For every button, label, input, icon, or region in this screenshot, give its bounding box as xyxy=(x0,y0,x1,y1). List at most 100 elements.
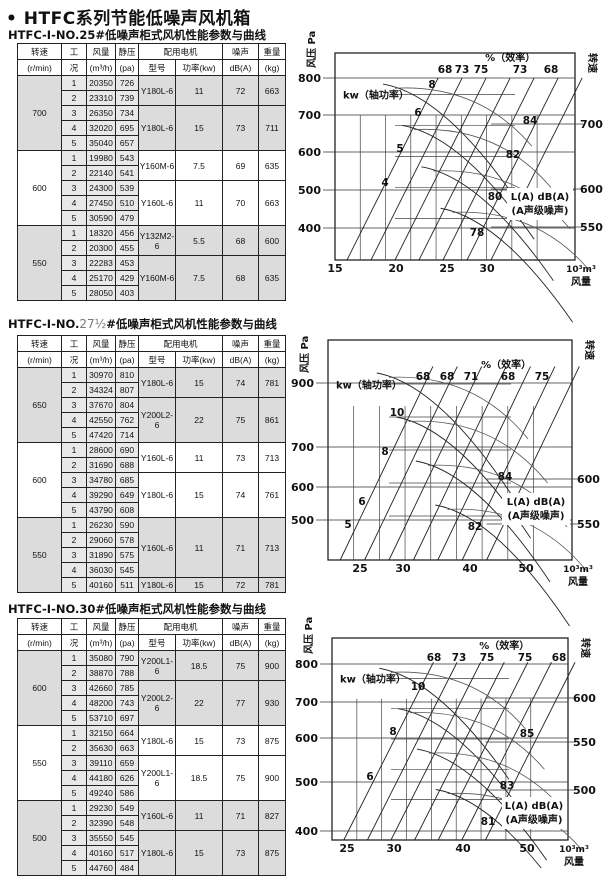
table-row: 600 1 28600 690 Y160L-6 11 73 713 xyxy=(17,442,287,518)
speed-cell: 550 xyxy=(17,225,62,301)
noise-cell: 77 xyxy=(222,680,260,726)
flow-cell: 24300 xyxy=(86,180,116,196)
case-cell: 5 xyxy=(61,285,87,301)
table-row: 5 47420 714 xyxy=(18,427,286,443)
efficiency-line xyxy=(339,366,434,561)
efficiency-line xyxy=(484,662,576,841)
table-row: 5 43790 608 xyxy=(18,502,286,518)
noise-label: 84 xyxy=(498,471,513,483)
flow-cell: 40160 xyxy=(86,577,116,593)
pressure-cell: 659 xyxy=(115,755,139,771)
power-label: 4 xyxy=(381,177,388,189)
x-tick-label: 40 xyxy=(462,562,478,575)
motor-power-cell: 11 xyxy=(174,75,224,106)
x-tick-label: 50 xyxy=(519,842,535,855)
noise-title: L(A) dB(A) xyxy=(511,192,569,203)
table-title-part: #低噪声柜式风机性能参数与曲线 xyxy=(106,317,277,331)
pressure-curve xyxy=(388,376,529,440)
table-row: 5 30590 479 xyxy=(18,210,286,226)
efficiency-label: 75 xyxy=(474,64,489,76)
flow-cell: 28050 xyxy=(86,285,116,301)
table-row: 550 1 32150 664 Y180L-6 15 73 875 xyxy=(17,725,287,801)
efficiency-label: 73 xyxy=(452,652,467,664)
pressure-curve xyxy=(409,712,545,770)
weight-cell: 930 xyxy=(258,680,287,726)
weight-cell: 900 xyxy=(258,755,287,801)
speed-cell: 550 xyxy=(17,517,62,593)
efficiency-line xyxy=(388,366,483,561)
x-tick-label: 40 xyxy=(455,842,471,855)
pressure-curve xyxy=(452,211,590,271)
flow-cell: 35080 xyxy=(86,650,116,666)
flow-cell: 22140 xyxy=(86,165,116,181)
x-unit-label: 10³m³ xyxy=(563,565,593,575)
table-row: 3 22283 453 Y160M-6 7.5 68 635 xyxy=(18,255,287,301)
motor-power-cell: 15 xyxy=(174,367,224,398)
table-title-part: #低噪声柜式风机性能参数与曲线 xyxy=(95,602,267,616)
noise-legend-bg xyxy=(507,188,573,220)
noise-cell: 69 xyxy=(222,150,260,181)
noise-label: 84 xyxy=(523,115,538,127)
y2-axis-label: 转速 xyxy=(583,340,596,360)
weight-cell: 861 xyxy=(258,397,287,443)
flow-cell: 35040 xyxy=(86,135,116,151)
table-row: 2 23310 739 xyxy=(18,90,286,106)
power-label: 5 xyxy=(396,143,403,155)
table-title: HTFC-Ⅰ-NO.30#低噪声柜式风机性能参数与曲线 xyxy=(8,601,266,617)
pressure-cell: 663 xyxy=(115,740,139,756)
motor-power-cell: 11 xyxy=(174,180,224,226)
x-unit-label: 10³m³ xyxy=(559,845,589,855)
noise-cell: 75 xyxy=(222,397,260,443)
y-tick-label: 800 xyxy=(298,72,321,85)
y-tick-label: 900 xyxy=(291,377,314,390)
y-tick-label: 600 xyxy=(291,481,314,494)
efficiency-label: 68 xyxy=(416,371,431,383)
case-cell: 2 xyxy=(61,740,87,756)
pressure-cell: 575 xyxy=(115,547,139,563)
case-cell: 4 xyxy=(61,845,87,861)
pressure-cell: 510 xyxy=(115,195,139,211)
x-unit-label: 10³m³ xyxy=(566,265,596,275)
pressure-curve xyxy=(394,87,533,147)
table-row: 650 1 30970 810 Y180L-6 15 74 781 xyxy=(17,367,287,443)
pressure-cell: 697 xyxy=(115,710,139,726)
motor-model-cell: Y180L-6 xyxy=(138,725,176,756)
case-cell: 4 xyxy=(61,412,87,428)
table-row: 5 40160 511 Y180L-6 15 72 781 xyxy=(18,577,287,593)
case-cell: 1 xyxy=(61,150,87,166)
power-label: 10 xyxy=(411,681,426,693)
pressure-cell: 479 xyxy=(115,210,139,226)
noise-cell: 72 xyxy=(222,577,260,593)
y-tick-label: 700 xyxy=(298,109,321,122)
table-title-part: 27½ xyxy=(79,317,107,331)
efficiency-line xyxy=(437,662,529,841)
power-label: 5 xyxy=(344,519,351,531)
table-title-part: 25 xyxy=(79,28,96,42)
table-row: 3 37670 804 Y200L2-6 22 75 861 xyxy=(18,397,287,443)
table-row: 600 1 19980 543 Y160M-6 7.5 69 635 xyxy=(17,150,287,226)
weight-cell: 875 xyxy=(258,725,287,756)
noise-legend-bg xyxy=(502,797,566,829)
noise-label: 82 xyxy=(506,149,521,161)
pressure-cell: 586 xyxy=(115,785,139,801)
efficiency-line xyxy=(370,77,463,261)
motor-power-cell: 18.5 xyxy=(174,650,224,681)
efficiency-label: 68 xyxy=(552,652,567,664)
chart-frame xyxy=(331,637,569,841)
table-row: 2 34324 807 xyxy=(18,382,286,398)
efficiency-label: 75 xyxy=(535,371,550,383)
power-label: 8 xyxy=(381,446,388,458)
speed-cell: 500 xyxy=(17,800,62,876)
noise-subtitle: (A声级噪声) xyxy=(512,204,569,217)
efficiency-line xyxy=(364,366,458,561)
power-label: 6 xyxy=(414,107,421,119)
table-title-part: HTFC-Ⅰ-NO. xyxy=(8,602,80,616)
table-row: 2 35630 663 xyxy=(18,740,286,756)
table-row: 5 49240 586 xyxy=(18,785,286,801)
table-row: 5 53710 697 xyxy=(18,710,286,726)
power-curve xyxy=(402,125,535,240)
y-tick-label: 700 xyxy=(291,441,314,454)
noise-cell: 73 xyxy=(222,105,260,151)
x-tick-label: 30 xyxy=(479,262,495,275)
noise-label: 80 xyxy=(488,191,503,203)
